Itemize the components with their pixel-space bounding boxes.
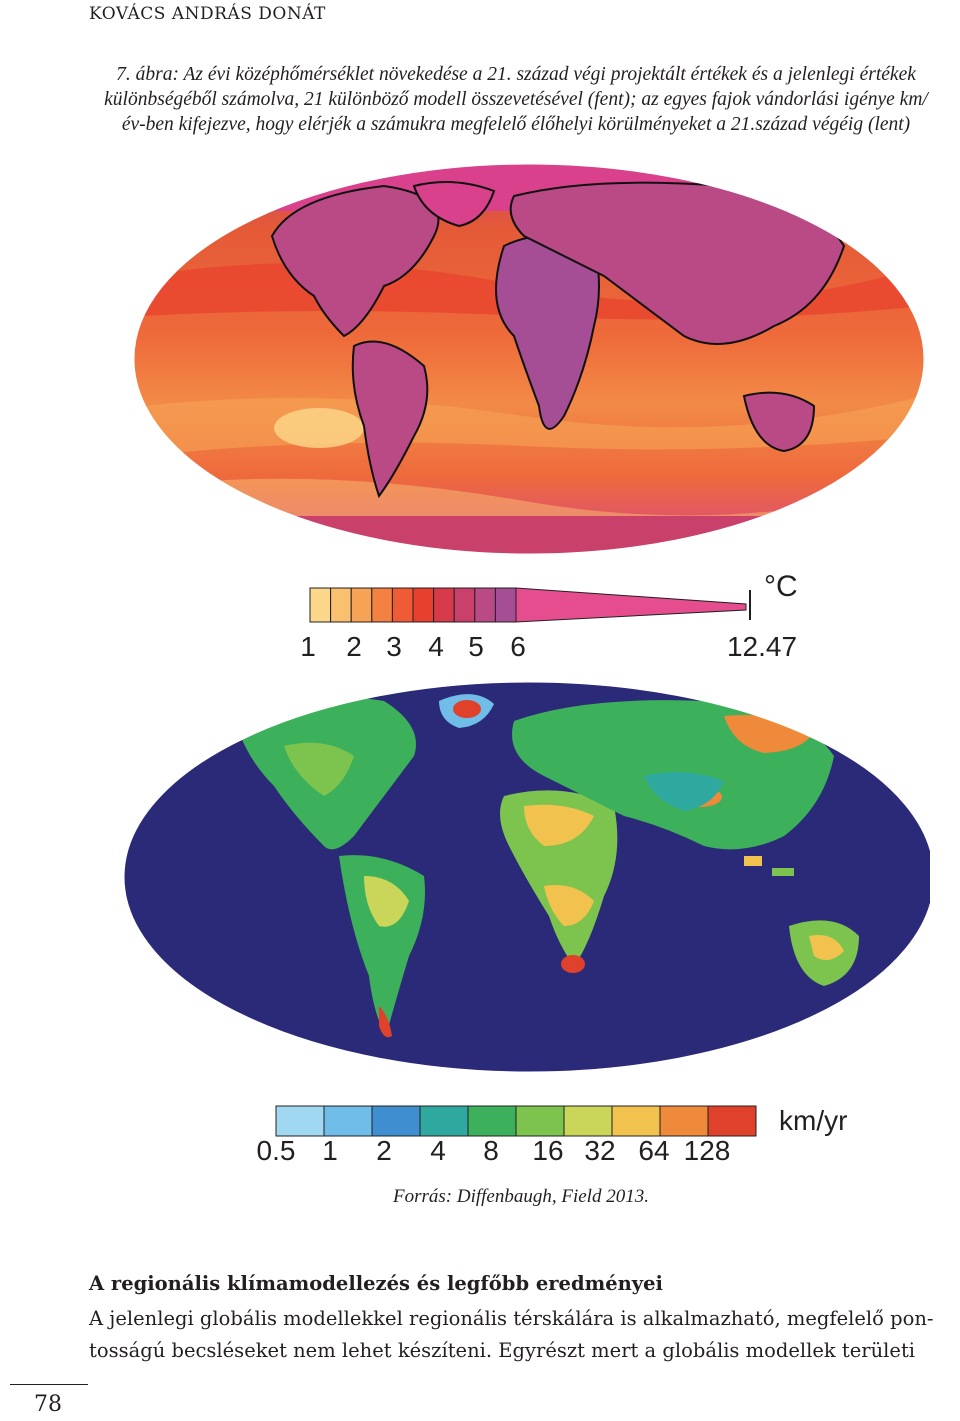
scale-tick-label: 4 bbox=[428, 631, 444, 662]
footer-rule bbox=[10, 1384, 88, 1385]
scale-swatch bbox=[419, 1105, 469, 1137]
figure: °C 1 2 3 4 5 6 12.47 bbox=[124, 156, 930, 1172]
section-heading: A regionális klímamodellezés és legfőbb … bbox=[89, 1272, 663, 1295]
migration-velocity-map bbox=[124, 681, 930, 1073]
figure-caption: 7. ábra: Az évi középhőmérséklet növeked… bbox=[96, 62, 936, 137]
scale-swatch bbox=[563, 1105, 613, 1137]
page-number: 78 bbox=[34, 1392, 62, 1417]
figure-source: Forrás: Diffenbaugh, Field 2013. bbox=[393, 1186, 649, 1207]
scale-tick-label: 6 bbox=[510, 631, 526, 662]
scale-swatch bbox=[467, 1105, 517, 1137]
scale-swatch bbox=[371, 1105, 421, 1137]
scale-tick-label: 128 bbox=[684, 1135, 731, 1166]
velocity-scale: km/yr 0.5 1 2 4 8 16 32 64 128 bbox=[257, 1105, 848, 1166]
caption-line: 7. ábra: Az évi középhőmérséklet növeked… bbox=[116, 64, 916, 85]
body-paragraph: A jelenlegi globális modellekkel regioná… bbox=[89, 1303, 957, 1367]
scale-swatch bbox=[707, 1105, 757, 1137]
scale-swatch bbox=[330, 587, 352, 623]
scale-tick-label: 3 bbox=[386, 631, 402, 662]
scale-tick-label: 0.5 bbox=[257, 1135, 296, 1166]
temperature-unit: °C bbox=[764, 570, 798, 603]
scale-swatch bbox=[391, 587, 414, 623]
running-header: KOVÁCS ANDRÁS DONÁT bbox=[89, 4, 326, 24]
figure-svg: °C 1 2 3 4 5 6 12.47 bbox=[124, 163, 930, 1166]
temperature-map bbox=[133, 163, 925, 555]
body-line: tosságú becsléseket nem lehet készíteni.… bbox=[89, 1339, 916, 1362]
scale-swatch bbox=[515, 1105, 565, 1137]
scale-swatch bbox=[659, 1105, 709, 1137]
scale-swatch bbox=[350, 587, 373, 623]
scale-tick-label: 2 bbox=[376, 1135, 392, 1166]
scale-swatch bbox=[323, 1105, 373, 1137]
temperature-scale-tail bbox=[515, 587, 747, 623]
scale-swatch bbox=[275, 1105, 325, 1137]
caption-line: különbségéből számolva, 21 különböző mod… bbox=[104, 89, 928, 110]
scale-swatch bbox=[494, 587, 517, 623]
scale-swatch bbox=[453, 587, 476, 623]
caption-line: év-ben kifejezve, hogy elérjék a számukr… bbox=[121, 114, 911, 135]
scale-tick-label: 5 bbox=[468, 631, 484, 662]
scale-tick-label: 2 bbox=[346, 631, 362, 662]
scale-swatch bbox=[412, 587, 435, 623]
scale-tick-label: 8 bbox=[483, 1135, 499, 1166]
temperature-max-label: 12.47 bbox=[727, 631, 797, 662]
temperature-scale: °C 1 2 3 4 5 6 12.47 bbox=[300, 570, 797, 662]
scale-tick-label: 32 bbox=[584, 1135, 615, 1166]
scale-swatch bbox=[433, 587, 455, 623]
scale-swatch bbox=[371, 587, 393, 623]
scale-tick-label: 16 bbox=[532, 1135, 563, 1166]
scale-tick-label: 4 bbox=[430, 1135, 446, 1166]
scale-tick-label: 64 bbox=[638, 1135, 669, 1166]
scale-swatch bbox=[611, 1105, 661, 1137]
scale-swatch bbox=[309, 587, 332, 623]
velocity-unit: km/yr bbox=[779, 1105, 847, 1136]
scale-swatch bbox=[474, 587, 496, 623]
body-line: A jelenlegi globális modellekkel regioná… bbox=[89, 1307, 934, 1330]
scale-tick-label: 1 bbox=[300, 631, 316, 662]
scale-tick-label: 1 bbox=[322, 1135, 338, 1166]
